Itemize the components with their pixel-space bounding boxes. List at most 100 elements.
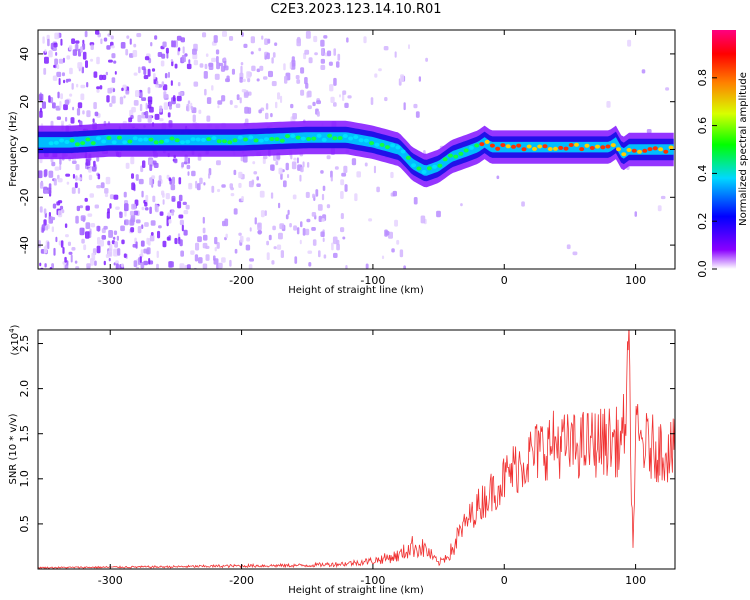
noise-cell [339,94,341,98]
noise-cell [43,219,47,226]
noise-cell [153,73,156,80]
ridge-peak [127,139,133,144]
ridge-peak [374,142,380,147]
noise-cell [43,208,47,214]
noise-cell [199,177,203,185]
noise-cell [90,223,96,228]
ridge-peak [153,140,159,145]
noise-cell [267,38,271,44]
noise-cell [308,262,312,267]
noise-cell [287,174,290,179]
ridge-peak [432,164,438,169]
noise-cell [139,256,142,263]
noise-cell [69,93,73,97]
ridge-peak [348,136,354,141]
noise-cell [75,164,80,171]
noise-cell [246,71,251,79]
noise-cell [342,90,347,95]
noise-cell [191,170,196,177]
noise-cell [147,68,151,77]
noise-cell [403,102,406,111]
noise-cell [52,203,57,209]
noise-cell [259,190,265,198]
noise-cell [162,41,167,48]
noise-cell [170,80,173,86]
noise-cell [93,102,97,110]
noise-cell [278,167,283,175]
ridge-peak [390,143,396,148]
noise-cell [327,50,332,57]
noise-cell [133,100,139,106]
noise-cell [230,193,235,197]
noise-cell [299,239,302,245]
noise-cell [82,216,85,223]
ridge-peak [227,140,233,145]
noise-cell [264,38,269,45]
noise-cell [123,191,127,198]
noise-cell [276,244,282,250]
noise-cell [111,95,116,104]
noise-cell [77,102,83,109]
noise-cell [171,209,174,216]
noise-cell [330,176,333,182]
noise-cell [316,100,321,105]
noise-cell [374,73,378,78]
noise-cell [84,197,88,202]
noise-cell [205,53,209,57]
ridge-peak [148,137,154,142]
noise-cell [152,195,156,203]
noise-cell [85,205,90,211]
noise-cell [65,173,71,177]
noise-cell [166,236,170,241]
noise-cell [149,234,155,242]
snr-line-layer [38,330,675,569]
colorbar-tick-label: 0.2 [696,212,709,230]
noise-cell [67,78,72,82]
noise-cell [138,66,141,74]
noise-cell [43,67,47,75]
ridge-peak [201,137,206,142]
noise-cell [521,201,525,207]
y-tick-label: 40 [18,47,31,61]
noise-cell [351,158,357,166]
ridge-peak [180,140,185,145]
noise-cell [154,113,160,120]
noise-cell [133,260,138,268]
noise-cell [70,117,75,124]
ridge-peak [137,137,143,142]
noise-cell [113,248,118,257]
noise-cell [106,211,110,219]
noise-cell [177,82,181,87]
noise-cell [167,212,171,217]
ridge-peak [584,143,590,148]
ridge-peak [74,142,80,147]
noise-cell [202,263,208,269]
noise-cell [316,111,320,117]
noise-cell [318,250,321,258]
noise-cell [217,105,220,109]
ridge-peak [101,139,107,144]
noise-cell [124,203,129,212]
noise-cell [104,193,109,198]
noise-cell [225,233,228,239]
noise-cell [116,235,119,241]
noise-cell [107,87,112,94]
noise-cell [85,222,91,229]
noise-cell [236,94,240,101]
ridge-peak [306,137,312,141]
noise-cell [383,46,389,51]
noise-cell [133,72,138,76]
noise-cell [125,90,130,95]
noise-cell [64,223,68,228]
noise-cell [158,225,162,229]
noise-cell [109,194,115,200]
ridge-peak [426,166,432,171]
noise-cell [104,188,109,194]
ridge-peak [321,137,327,142]
noise-cell [250,51,254,55]
noise-cell [65,234,69,238]
ridge-peak [495,146,501,151]
noise-cell [138,178,144,185]
noise-cell [46,34,50,41]
noise-cell [71,83,74,90]
